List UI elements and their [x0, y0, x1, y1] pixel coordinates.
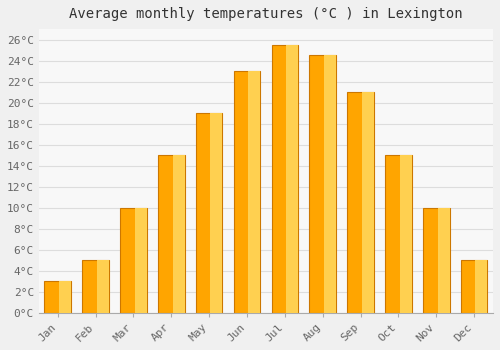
Bar: [461, 260, 487, 313]
Bar: [272, 45, 298, 313]
Bar: [324, 55, 336, 313]
Bar: [362, 92, 374, 313]
Bar: [210, 113, 222, 313]
Bar: [59, 281, 71, 313]
Bar: [82, 260, 109, 313]
Bar: [476, 260, 488, 313]
Bar: [158, 155, 184, 313]
Title: Average monthly temperatures (°C ) in Lexington: Average monthly temperatures (°C ) in Le…: [69, 7, 462, 21]
Bar: [120, 208, 146, 313]
Bar: [348, 92, 374, 313]
Bar: [423, 208, 450, 313]
Bar: [135, 208, 146, 313]
Bar: [97, 260, 109, 313]
Bar: [44, 281, 71, 313]
Bar: [400, 155, 411, 313]
Bar: [234, 71, 260, 313]
Bar: [172, 155, 184, 313]
Bar: [196, 113, 222, 313]
Bar: [286, 45, 298, 313]
Bar: [248, 71, 260, 313]
Bar: [310, 55, 336, 313]
Bar: [385, 155, 411, 313]
Bar: [438, 208, 450, 313]
